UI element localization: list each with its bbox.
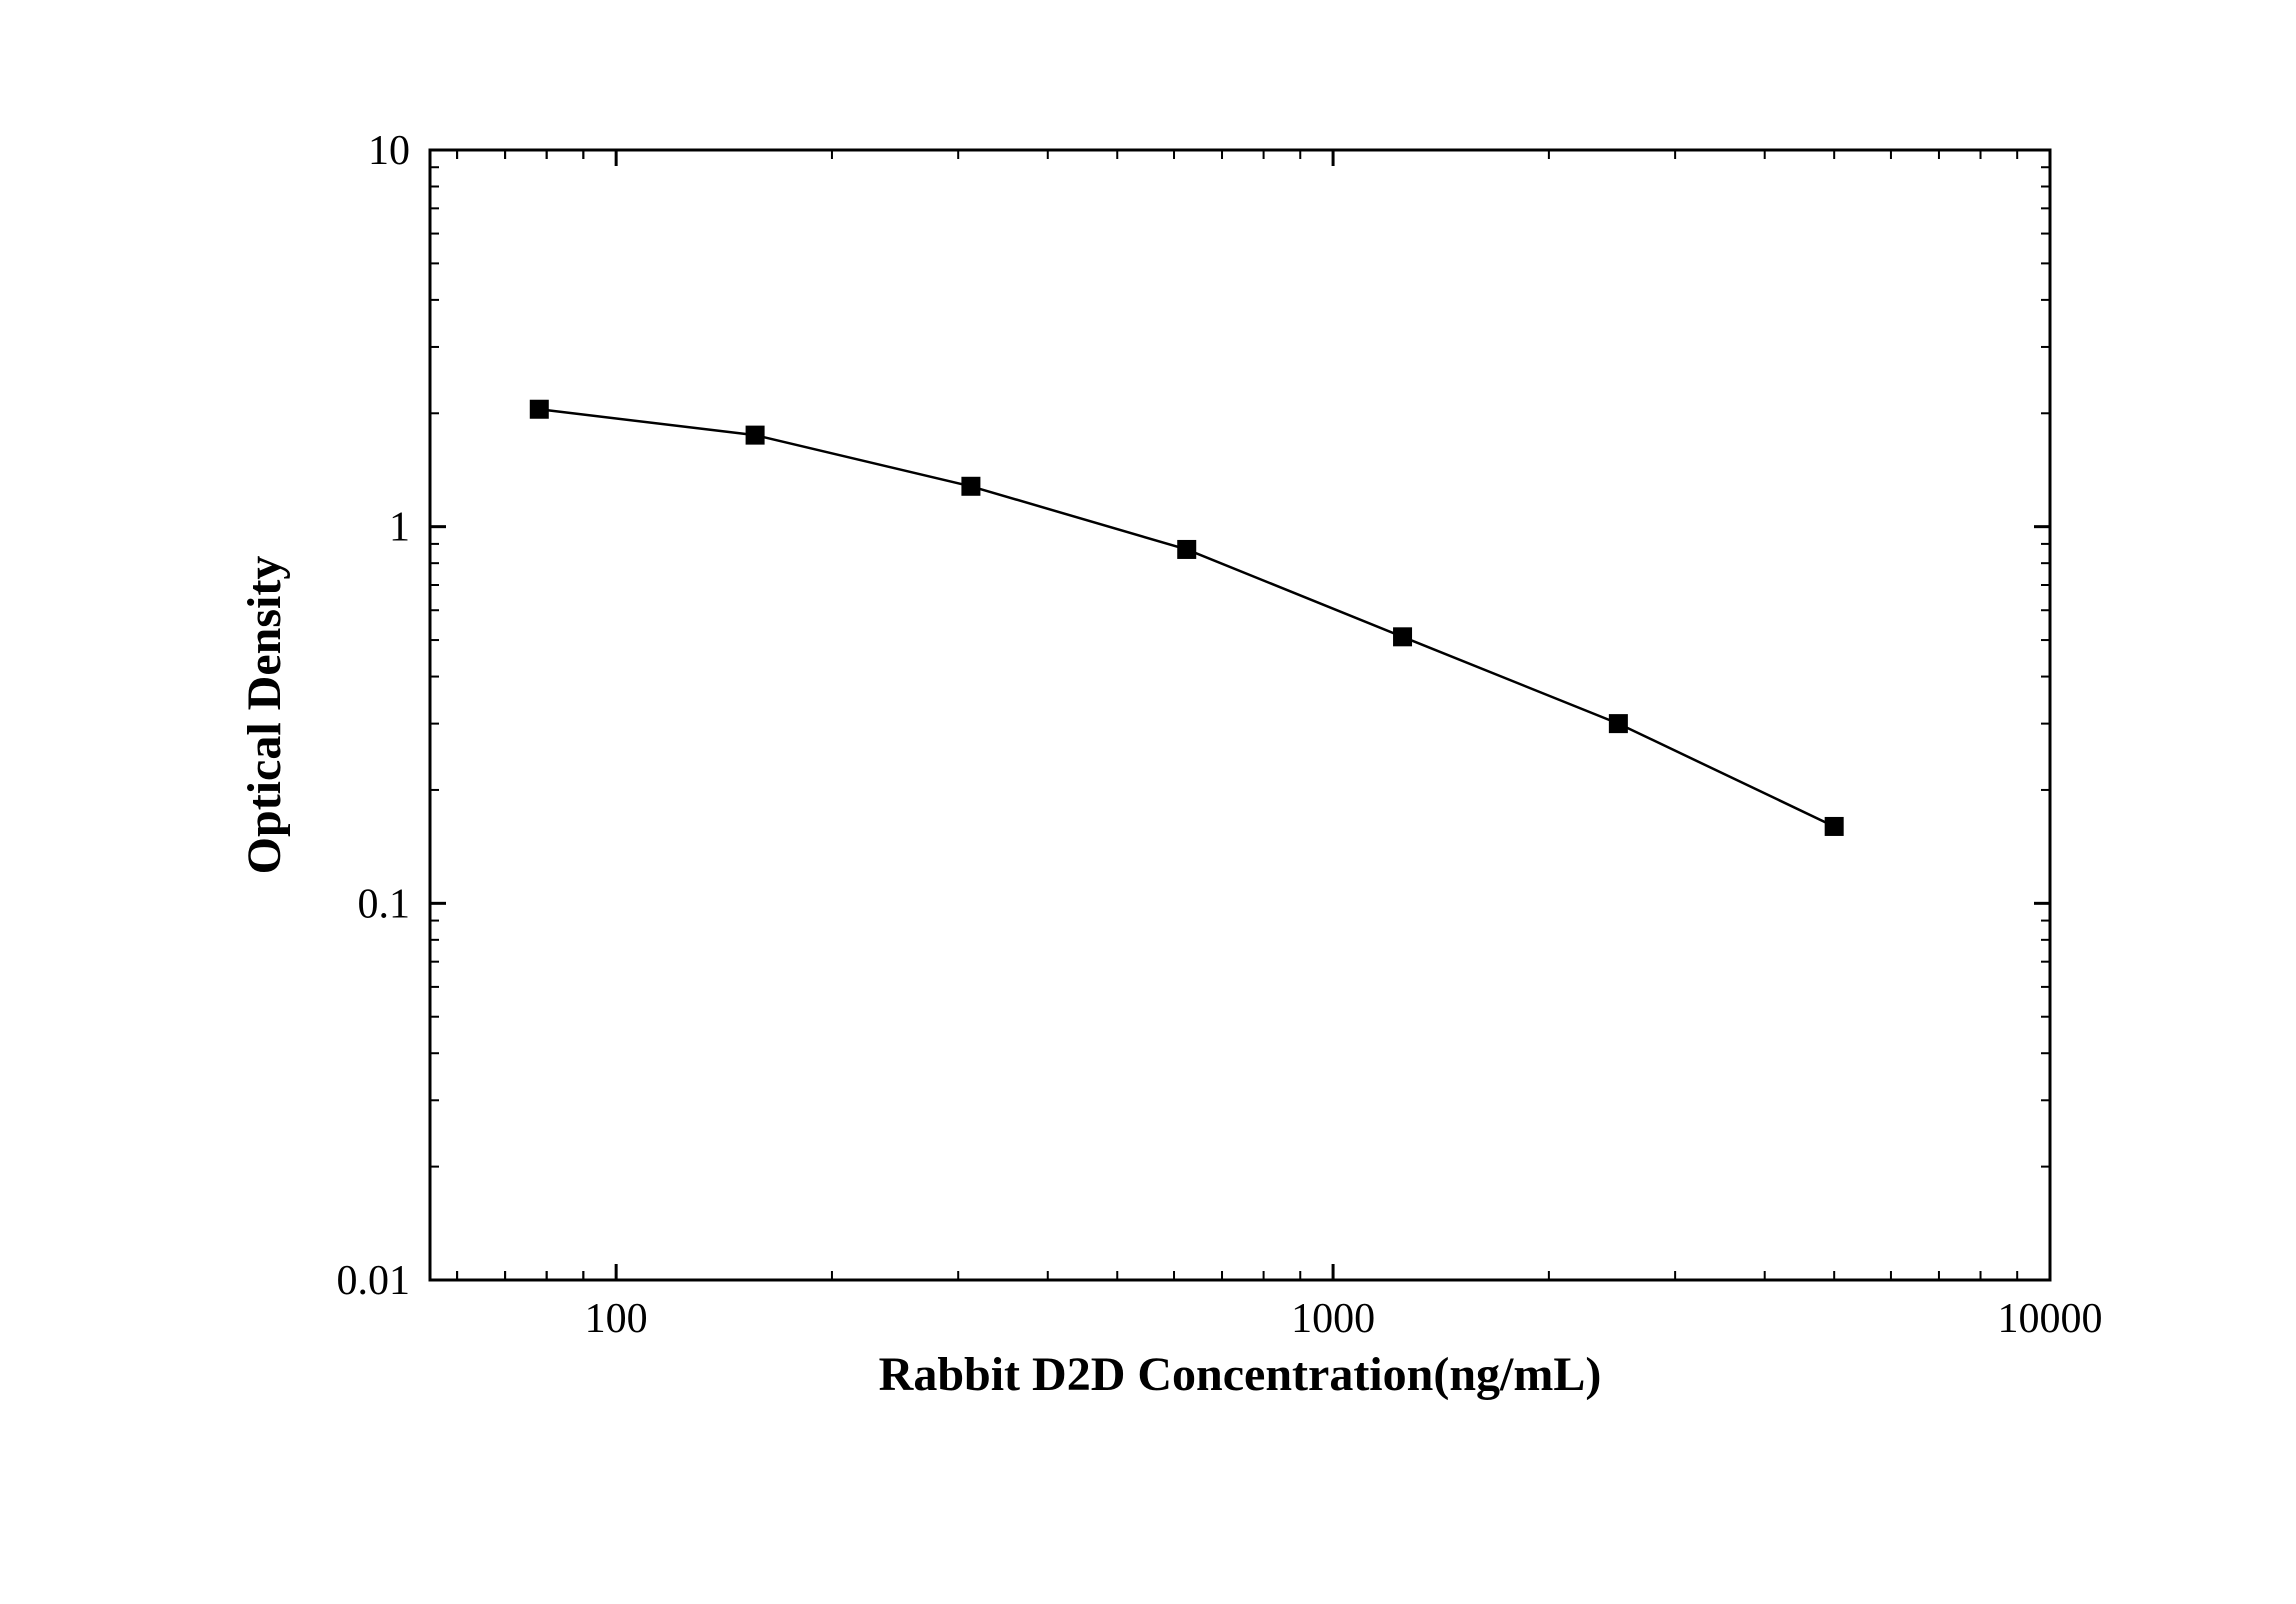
data-marker (1609, 715, 1627, 733)
x-tick-label: 1000 (1291, 1296, 1375, 1342)
data-series-line (539, 409, 1834, 826)
y-tick-label: 1 (389, 505, 410, 551)
chart-container: 100 1000 10000 0.01 0.1 1 10 Rabbit D2D Concent… (150, 60, 2150, 1540)
x-tick-label: 10000 (1998, 1296, 2103, 1342)
data-marker (1825, 817, 1843, 835)
y-tick-label: 10 (368, 128, 410, 174)
y-tick-label: 0.1 (358, 881, 411, 927)
x-axis-label: Rabbit D2D Concentration(ng/mL) (879, 1348, 1602, 1401)
y-axis-label: Optical Density (238, 556, 291, 875)
data-marker (1178, 540, 1196, 558)
plot-frame (430, 150, 2050, 1280)
data-marker (530, 400, 548, 418)
data-marker (1394, 628, 1412, 646)
data-marker (746, 426, 764, 444)
log-log-chart: 100 1000 10000 0.01 0.1 1 10 Rabbit D2D Concent… (150, 60, 2150, 1540)
data-marker (962, 477, 980, 495)
y-tick-label: 0.01 (337, 1258, 411, 1304)
x-tick-label: 100 (585, 1296, 648, 1342)
